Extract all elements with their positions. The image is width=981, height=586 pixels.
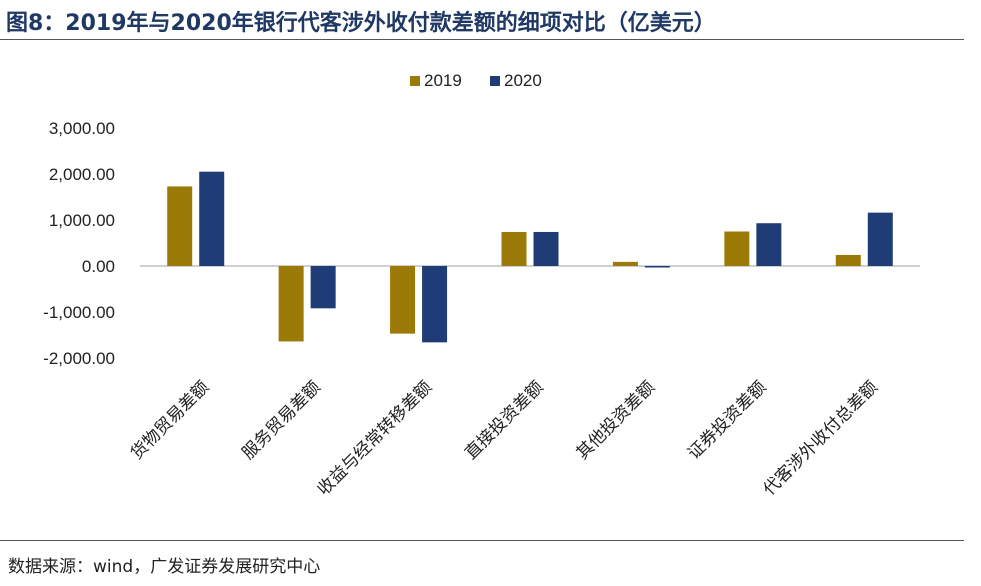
top-divider [0, 39, 964, 40]
y-tick-label: 1,000.00 [49, 211, 115, 230]
legend-swatch-2020 [490, 76, 500, 86]
x-category-label: 证券投资差额 [684, 377, 770, 463]
bar-2020-1 [199, 171, 225, 266]
figure-title: 图8：2019年与2020年银行代客涉外收付款差额的细项对比（亿美元） [6, 11, 716, 36]
bar-2019-3 [390, 266, 416, 334]
bar-2019-7 [835, 254, 861, 266]
x-category-label: 直接投资差额 [461, 377, 547, 463]
bar-2020-6 [756, 223, 782, 266]
bar-chart: -2,000.00 -1,000.00 0.00 1,000.00 2,000.00 3,… [43, 119, 920, 500]
bar-2019-2 [278, 266, 304, 342]
legend-swatch-2019 [410, 76, 420, 86]
x-category-label: 代客涉外收付总差额 [759, 377, 881, 499]
bar-2020-4 [533, 231, 559, 266]
x-category-label: 其他投资差额 [573, 377, 659, 463]
bar-2020-2 [310, 266, 336, 309]
y-tick-label: -2,000.00 [43, 349, 115, 368]
legend-item-2020: 2020 [490, 70, 542, 92]
figure-header: 图8：2019年与2020年银行代客涉外收付款差额的细项对比（亿美元） [0, 0, 964, 40]
bar-2020-5 [644, 266, 670, 268]
bar-2019-5 [612, 261, 638, 266]
bottom-divider [0, 540, 964, 541]
bar-2019-1 [167, 186, 193, 266]
y-tick-label: 0.00 [82, 257, 115, 276]
y-tick-label: 3,000.00 [49, 119, 115, 138]
legend-item-2019: 2019 [410, 70, 462, 92]
bar-2019-4 [501, 231, 527, 266]
bar-2020-7 [867, 212, 893, 266]
x-category-label: 货物贸易差额 [127, 377, 213, 463]
bar-2020-3 [422, 266, 448, 343]
legend-label-2020: 2020 [504, 71, 542, 90]
bar-2019-6 [724, 231, 750, 266]
y-tick-label: 2,000.00 [49, 165, 115, 184]
source-note: 数据来源：wind，广发证券发展研究中心 [8, 557, 321, 577]
y-tick-label: -1,000.00 [43, 303, 115, 322]
legend-label-2019: 2019 [424, 71, 462, 90]
x-category-label: 收益与经常转移差额 [314, 377, 436, 499]
x-category-label: 服务贸易差额 [238, 377, 324, 463]
